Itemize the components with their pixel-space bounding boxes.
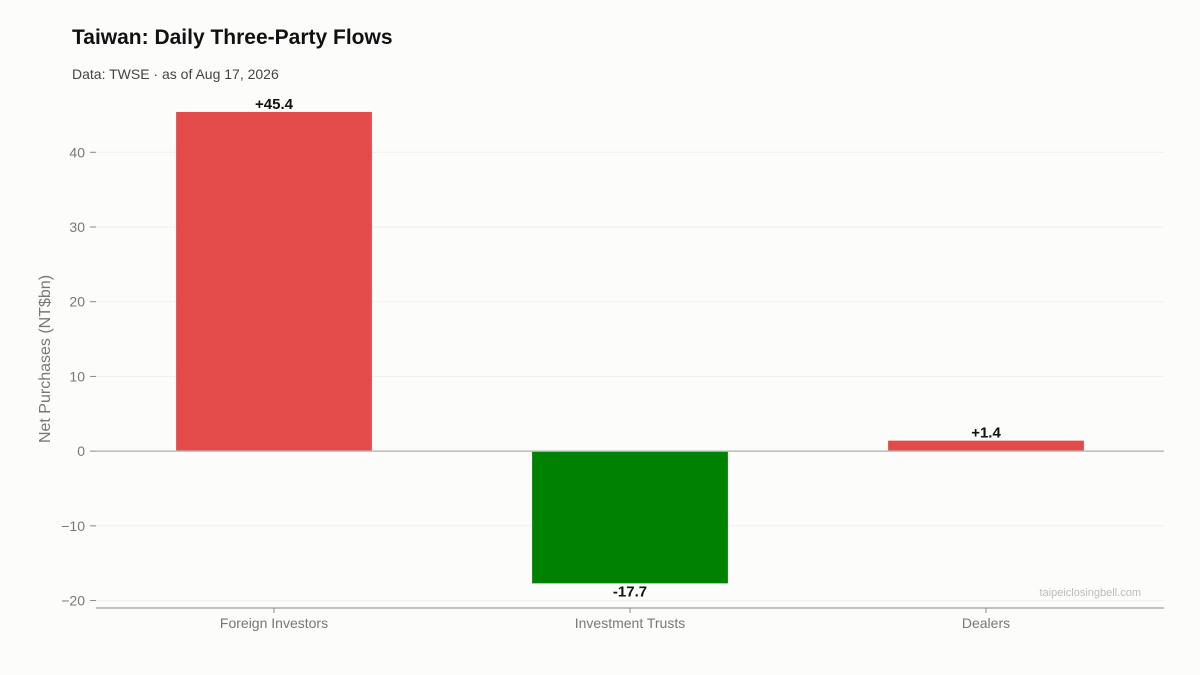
bar-foreign-investors [176, 111, 372, 452]
bar-dealers [888, 440, 1084, 452]
bar-investment-trusts [532, 451, 728, 584]
data-label: +1.4 [971, 425, 1001, 442]
labels: −20 −10 0 10 20 30 40 +45.4 Foreign Investors -17… [61, 96, 1010, 631]
y-tick-label: −20 [61, 593, 85, 609]
axes [90, 151, 1164, 613]
bars [176, 111, 1084, 584]
chart-subtitle: Data: TWSE · as of Aug 17, 2026 [72, 66, 279, 82]
data-label: -17.7 [613, 583, 647, 600]
y-tick-label: 40 [69, 144, 85, 160]
x-tick-label: Foreign Investors [220, 615, 328, 631]
y-tick-label: −10 [61, 518, 85, 534]
y-tick-label: 10 [69, 368, 85, 384]
chart-title: Taiwan: Daily Three-Party Flows [72, 26, 393, 49]
y-axis-title: Net Purchases (NT$bn) [37, 275, 54, 443]
y-tick-label: 30 [69, 219, 85, 235]
x-tick-label: Dealers [962, 615, 1010, 631]
y-tick-label: 0 [77, 443, 85, 459]
x-tick-label: Investment Trusts [575, 615, 685, 631]
y-tick-label: 20 [69, 294, 85, 310]
data-label: +45.4 [255, 96, 294, 113]
watermark: taipeiclosingbell.com [1040, 587, 1142, 599]
